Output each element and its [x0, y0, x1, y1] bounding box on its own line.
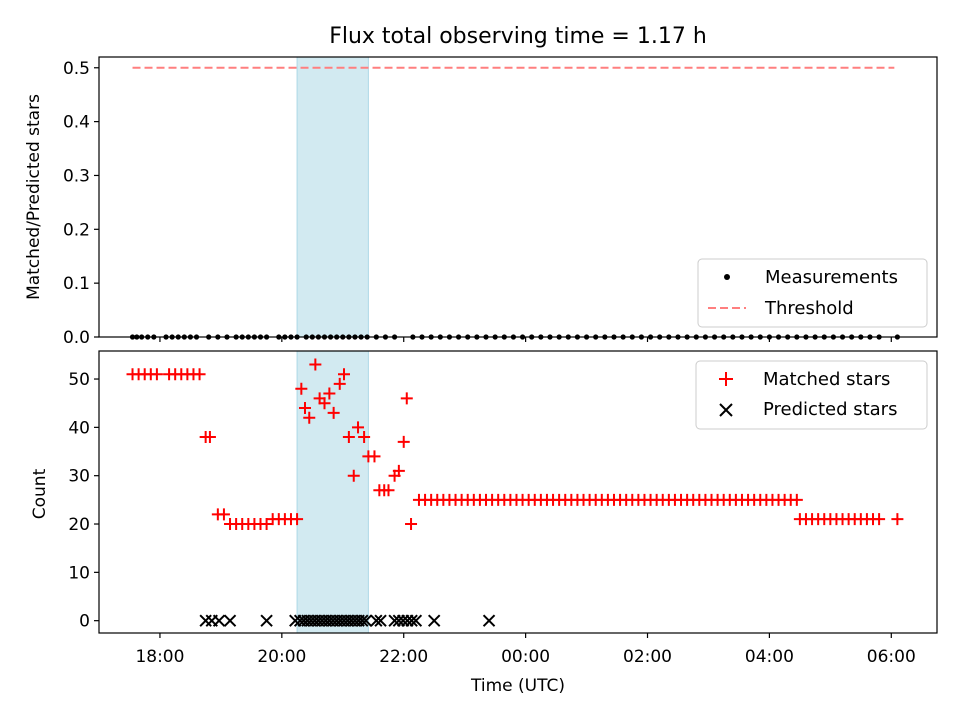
- predicted-star-point: [260, 614, 273, 627]
- matched-star-point: [318, 397, 331, 410]
- ratio-y-tick-label: 0.3: [63, 166, 90, 186]
- count-x-tick-label: 20:00: [257, 647, 306, 667]
- matched-star-point: [397, 435, 410, 448]
- ratio-y-tick-label: 0.2: [63, 220, 90, 240]
- ratio-plot-area: [129, 56, 900, 340]
- matched-star-point: [298, 402, 311, 415]
- legend-predicted-marker: [719, 403, 733, 417]
- matched-star-point: [358, 431, 371, 444]
- matched-star-point: [400, 392, 413, 405]
- matched-star-point: [323, 387, 336, 400]
- predicted-star-point: [482, 614, 496, 627]
- predicted-star-point: [223, 614, 237, 627]
- ratio-plot-frame: [98, 56, 938, 338]
- count-y-tick-label: 0: [79, 612, 90, 632]
- ratio-y-axis-label: Matched/Predicted stars: [24, 94, 44, 300]
- matched-star-point: [405, 518, 418, 531]
- count-panel: 0 10 20 30 40 50 18:00 20:00 22:00 00:00 02:00 04:…: [30, 350, 938, 696]
- count-x-tick-label: 06:00: [867, 647, 916, 667]
- ratio-y-tick-label: 0.1: [63, 274, 90, 294]
- matched-star-point: [392, 464, 405, 477]
- chart-title: Flux total observing time = 1.17 h: [329, 24, 707, 49]
- count-x-tick-label: 00:00: [501, 647, 550, 667]
- matched-star-point: [382, 484, 395, 497]
- matched-star-point: [295, 382, 308, 395]
- ratio-legend: Measurements Threshold: [697, 258, 928, 328]
- count-highlight-span: [296, 350, 369, 634]
- ratio-y-axis: 0.0 0.1 0.2 0.3 0.4 0.5: [63, 59, 99, 348]
- matched-star-point: [333, 377, 346, 390]
- predicted-star-point: [409, 614, 423, 627]
- ratio-y-tick-label: 0.5: [63, 59, 90, 79]
- count-y-axis-label: Count: [30, 468, 50, 519]
- count-x-axis: 18:00 20:00 22:00 00:00 02:00 04:00 06:00: [135, 633, 916, 667]
- count-y-tick-label: 20: [68, 515, 90, 535]
- ratio-highlight-span: [296, 56, 369, 338]
- count-legend-box: [695, 360, 928, 430]
- predicted-star-point: [374, 614, 387, 627]
- count-plot-frame: [98, 350, 938, 634]
- matched-star-point: [338, 368, 351, 381]
- matched-star-point: [327, 406, 340, 419]
- matched-star-point: [342, 431, 355, 444]
- legend-measurements-marker: [724, 274, 730, 280]
- legend-matched-marker: [719, 372, 733, 386]
- predicted-star-point: [370, 614, 383, 627]
- count-y-tick-label: 40: [68, 418, 90, 438]
- count-plot-area: [126, 350, 904, 634]
- matched-star-point: [309, 358, 322, 371]
- ratio-panel: 0.0 0.1 0.2 0.3 0.4 0.5 Matched/Predicted sta…: [24, 56, 938, 348]
- matched-star-point: [790, 493, 803, 506]
- predicted-star-point: [359, 614, 373, 627]
- legend-measurements-label: Measurements: [765, 267, 898, 288]
- matched-star-point: [217, 508, 230, 521]
- ratio-legend-box: [697, 258, 928, 328]
- count-y-tick-label: 10: [68, 563, 90, 583]
- predicted-star-point: [405, 614, 418, 627]
- matched-star-point: [347, 469, 360, 482]
- count-y-tick-label: 30: [68, 467, 90, 487]
- legend-matched-label: Matched stars: [763, 369, 890, 390]
- matched-star-point: [873, 513, 886, 526]
- ratio-x-axis-ticks: [159, 337, 892, 342]
- matched-star-point: [260, 518, 273, 531]
- matched-star-point: [193, 368, 206, 381]
- count-y-axis: 0 10 20 30 40 50: [68, 370, 99, 632]
- x-axis-label: Time (UTC): [470, 676, 565, 696]
- ratio-y-tick-label: 0.4: [63, 113, 90, 133]
- matched-star-point: [150, 368, 163, 381]
- predicted-star-point: [212, 614, 226, 627]
- matched-star-point: [368, 450, 381, 463]
- count-x-tick-label: 22:00: [379, 647, 428, 667]
- count-x-tick-label: 04:00: [745, 647, 794, 667]
- ratio-y-tick-label: 0.0: [63, 328, 90, 348]
- matched-star-point: [291, 513, 304, 526]
- matched-star-point: [303, 411, 316, 424]
- matched-star-point: [203, 431, 216, 444]
- count-x-tick-label: 02:00: [623, 647, 672, 667]
- count-y-tick-label: 50: [68, 370, 90, 390]
- count-x-tick-label: 18:00: [135, 647, 184, 667]
- legend-threshold-label: Threshold: [764, 298, 854, 319]
- matched-star-point: [891, 513, 904, 526]
- predicted-star-point: [427, 614, 441, 627]
- count-legend: Matched stars Predicted stars: [695, 360, 928, 430]
- predicted-star-point: [356, 614, 369, 627]
- matched-star-point: [352, 421, 365, 434]
- legend-predicted-label: Predicted stars: [763, 399, 897, 420]
